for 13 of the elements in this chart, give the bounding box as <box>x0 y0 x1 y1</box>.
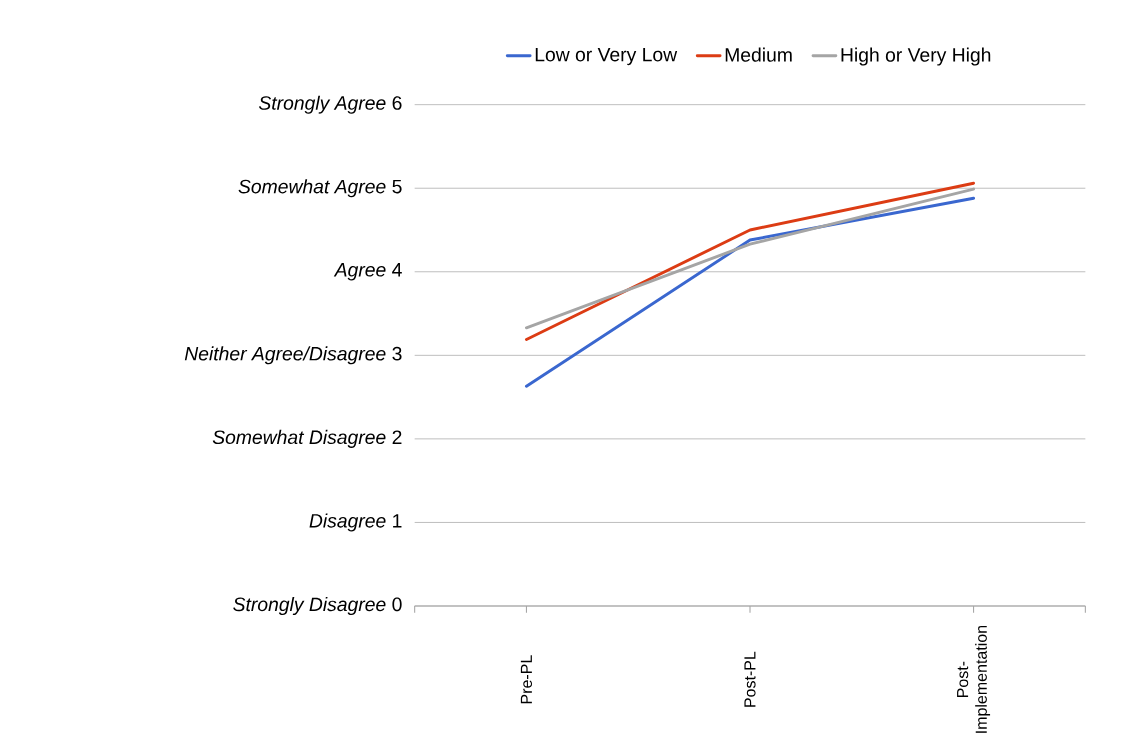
y-tick-label: Disagree 1 <box>309 513 402 532</box>
legend-label: Low or Very Low <box>535 47 678 66</box>
legend-label: Medium <box>725 47 792 62</box>
y-tick-label: Somewhat Disagree 2 <box>212 429 402 448</box>
x-tick-label: Post-PL <box>744 651 756 707</box>
y-tick-label: Agree 4 <box>333 263 402 281</box>
x-tick-label: Post-Implementation <box>957 625 991 733</box>
y-tick-label: Strongly Disagree 0 <box>233 596 402 616</box>
legend-label: High or Very High <box>841 47 991 66</box>
y-tick-label: Somewhat Agree 5 <box>238 179 402 198</box>
y-tick-label: Strongly Agree 6 <box>258 95 402 114</box>
x-tick-label: Pre-PL <box>520 655 533 704</box>
y-tick-label: Neither Agree/Disagree 3 <box>184 346 402 365</box>
